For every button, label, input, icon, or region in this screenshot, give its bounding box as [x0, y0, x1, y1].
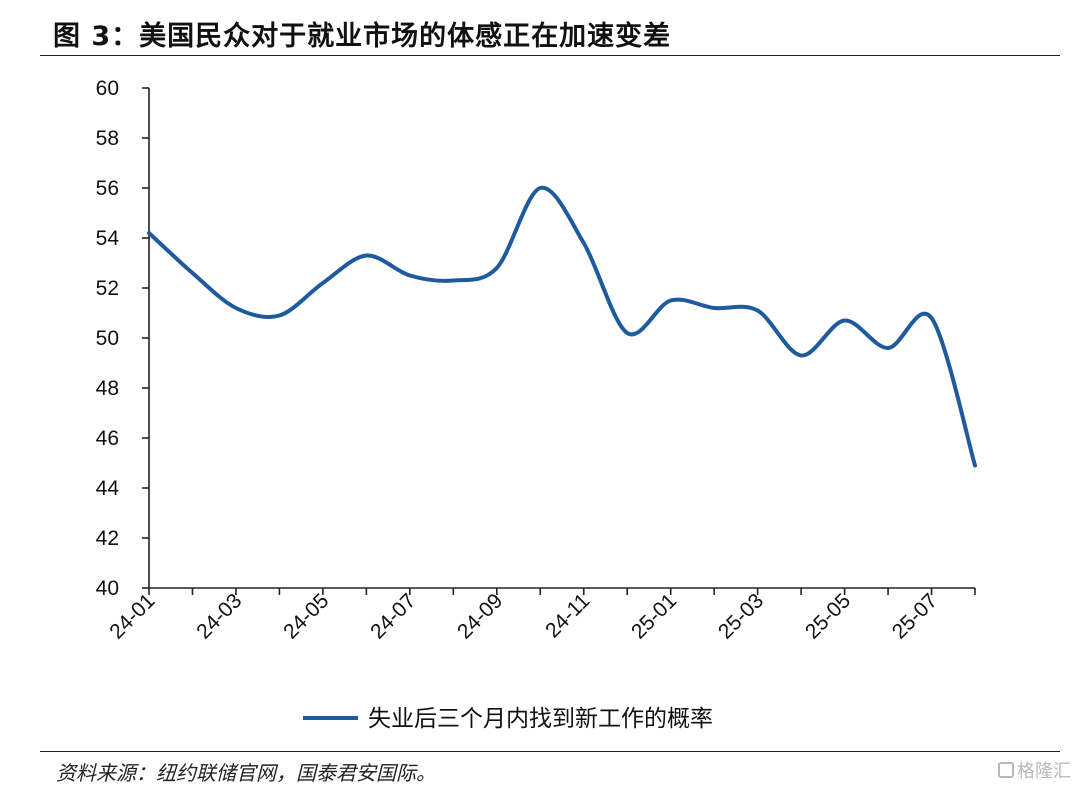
- data-point: [321, 282, 324, 285]
- data-point: [408, 274, 411, 277]
- figure-title: 图 3：美国民众对于就业市场的体感正在加速变差: [53, 21, 672, 52]
- y-tick-label: 46: [96, 427, 119, 450]
- data-point: [756, 309, 759, 312]
- y-tick-label: 60: [96, 77, 119, 100]
- data-point: [887, 347, 890, 350]
- x-tick-label: 24-11: [541, 589, 594, 642]
- y-tick-label: 56: [96, 177, 119, 200]
- data-point: [713, 307, 716, 310]
- watermark: 格隆汇: [998, 757, 1071, 783]
- x-tick-label: 24-05: [279, 589, 333, 643]
- x-tick-label: 25-07: [888, 589, 942, 643]
- bottom-rule: [40, 751, 1060, 752]
- x-tick-label: 24-07: [366, 589, 420, 643]
- data-point: [669, 299, 672, 302]
- x-tick-label: 24-09: [453, 589, 507, 643]
- legend: 失业后三个月内找到新工作的概率: [303, 706, 713, 732]
- x-tick-label: 24-03: [192, 589, 246, 643]
- data-point: [974, 464, 977, 467]
- data-point: [365, 254, 368, 257]
- legend-label: 失业后三个月内找到新工作的概率: [368, 706, 713, 732]
- data-point: [582, 242, 585, 245]
- top-rule: [40, 55, 1060, 56]
- data-point: [234, 307, 237, 310]
- data-point: [278, 314, 281, 317]
- y-tick-label: 54: [96, 227, 120, 250]
- watermark-logo-icon: [998, 762, 1014, 778]
- y-tick-label: 40: [96, 577, 119, 600]
- y-tick-label: 52: [96, 277, 119, 300]
- y-tick-label: 42: [96, 527, 119, 550]
- y-tick-label: 50: [96, 327, 119, 350]
- watermark-text: 格隆汇: [1017, 761, 1071, 782]
- data-point: [539, 187, 542, 190]
- data-point: [800, 354, 803, 357]
- data-point: [495, 267, 498, 270]
- series-line: [147, 185, 977, 468]
- y-tick-label: 44: [96, 477, 120, 500]
- y-axis: 40 42 44 46 48 50 52 54 56 58 60: [96, 77, 150, 600]
- x-tick-label: 25-05: [801, 589, 855, 643]
- y-tick-label: 58: [96, 127, 119, 150]
- data-point: [930, 317, 933, 320]
- source-note: 资料来源：纽约联储官网，国泰君安国际。: [56, 761, 436, 785]
- x-tick-label: 25-01: [627, 589, 681, 643]
- x-tick-label: 25-03: [714, 589, 768, 643]
- data-point: [191, 272, 194, 275]
- y-tick-label: 48: [96, 377, 119, 400]
- series-layer: [147, 185, 977, 468]
- data-point: [843, 319, 846, 322]
- data-point: [452, 279, 455, 282]
- data-point: [626, 332, 629, 335]
- x-axis: 24-01 24-03 24-05 24-07 24-09 24-11 25-01 25-03…: [105, 587, 976, 644]
- data-point: [148, 232, 151, 235]
